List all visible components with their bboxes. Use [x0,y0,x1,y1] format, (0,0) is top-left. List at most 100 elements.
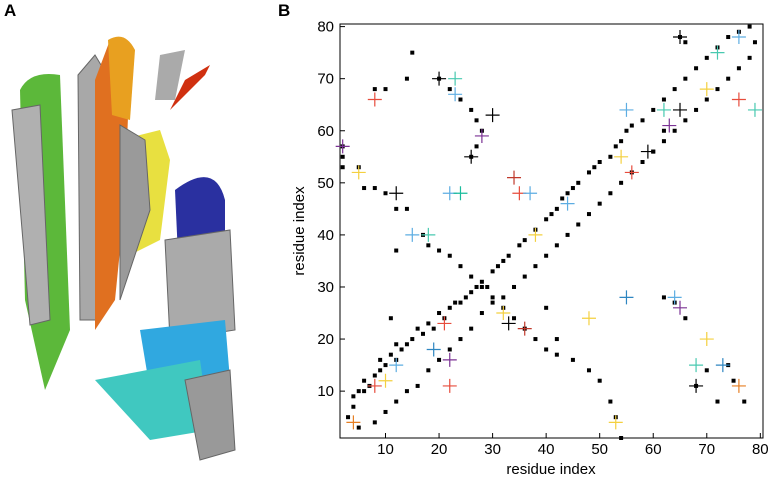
contact-point [378,357,383,362]
contact-point [533,337,538,342]
contact-point [619,180,624,185]
contact-point [549,212,554,217]
contact-cross [367,378,382,393]
contact-point [554,206,559,211]
contact-point [704,97,709,102]
contact-point [362,389,367,394]
contact-point [522,238,527,243]
x-tick-label: 60 [645,441,662,458]
contact-point [512,316,517,321]
contact-cross [608,415,623,430]
y-tick-label: 20 [317,331,334,348]
contact-point [533,264,538,269]
contact-point [383,191,388,196]
contact-point [458,264,463,269]
contact-cross [614,149,629,164]
contact-point [404,389,409,394]
contact-point [362,186,367,191]
contact-point [469,290,474,295]
y-tick-label: 10 [317,383,334,400]
helix-gray [164,229,236,341]
contact-point [351,394,356,399]
contact-point [346,415,351,420]
loop-red [170,65,210,110]
contact-point [447,253,452,258]
contact-point [351,404,356,409]
contact-point [474,284,479,289]
contact-point [474,144,479,149]
contact-point [683,76,688,81]
contact-point [383,409,388,414]
contact-point [479,284,484,289]
y-axis-label: residue index [291,186,308,276]
contact-point [437,357,442,362]
contact-point [458,337,463,342]
contact-point [399,347,404,352]
contact-point [394,248,399,253]
contact-point [415,383,420,388]
contact-point [731,378,736,383]
contact-cross [731,30,746,45]
contact-cross [624,165,639,180]
contact-cross [699,332,714,347]
contact-cross [673,300,688,315]
contact-point [736,66,741,71]
contact-point [586,212,591,217]
contact-cross [619,290,634,305]
contact-point [469,326,474,331]
contact-cross [517,321,532,336]
contact-point [544,217,549,222]
loop-gray [155,50,185,100]
contact-point [742,399,747,404]
contact-point [410,50,415,55]
contact-point [570,357,575,362]
contact-point [592,165,597,170]
contact-point [554,337,559,342]
contact-point [747,55,752,60]
contact-cross [485,108,500,123]
contact-point [624,128,629,133]
contact-cross [715,358,730,373]
y-tick-label: 60 [317,123,334,140]
contact-point [410,337,415,342]
contact-point [388,352,393,357]
x-tick-label: 20 [431,441,448,458]
helix-orange [108,36,135,120]
contact-cross [656,102,671,117]
contact-point [394,342,399,347]
contact-point [560,196,565,201]
contact-point [404,342,409,347]
contact-point [704,368,709,373]
contact-point [522,274,527,279]
contact-point [608,399,613,404]
contact-point [586,368,591,373]
contact-point [447,87,452,92]
contact-point [383,87,388,92]
contact-cross [351,165,366,180]
contact-cross [619,102,634,117]
contact-point [458,97,463,102]
contact-point [474,118,479,123]
x-tick-label: 80 [752,441,768,458]
contact-point [554,352,559,357]
contact-point [506,253,511,258]
contact-cross [474,128,489,143]
contact-point [469,107,474,112]
contact-cross [367,92,382,107]
contact-point [661,97,666,102]
contact-point [378,368,383,373]
helix-gray [184,369,236,461]
contact-point [715,399,720,404]
contact-cross [523,186,538,201]
contact-point [479,311,484,316]
contact-point [490,269,495,274]
x-tick-label: 70 [698,441,715,458]
contact-point [447,347,452,352]
contact-cross [699,82,714,97]
contact-point [388,316,393,321]
helix-cyan [95,360,210,440]
contact-point [565,191,570,196]
contact-point [586,170,591,175]
contact-point [458,300,463,305]
contact-point [437,248,442,253]
